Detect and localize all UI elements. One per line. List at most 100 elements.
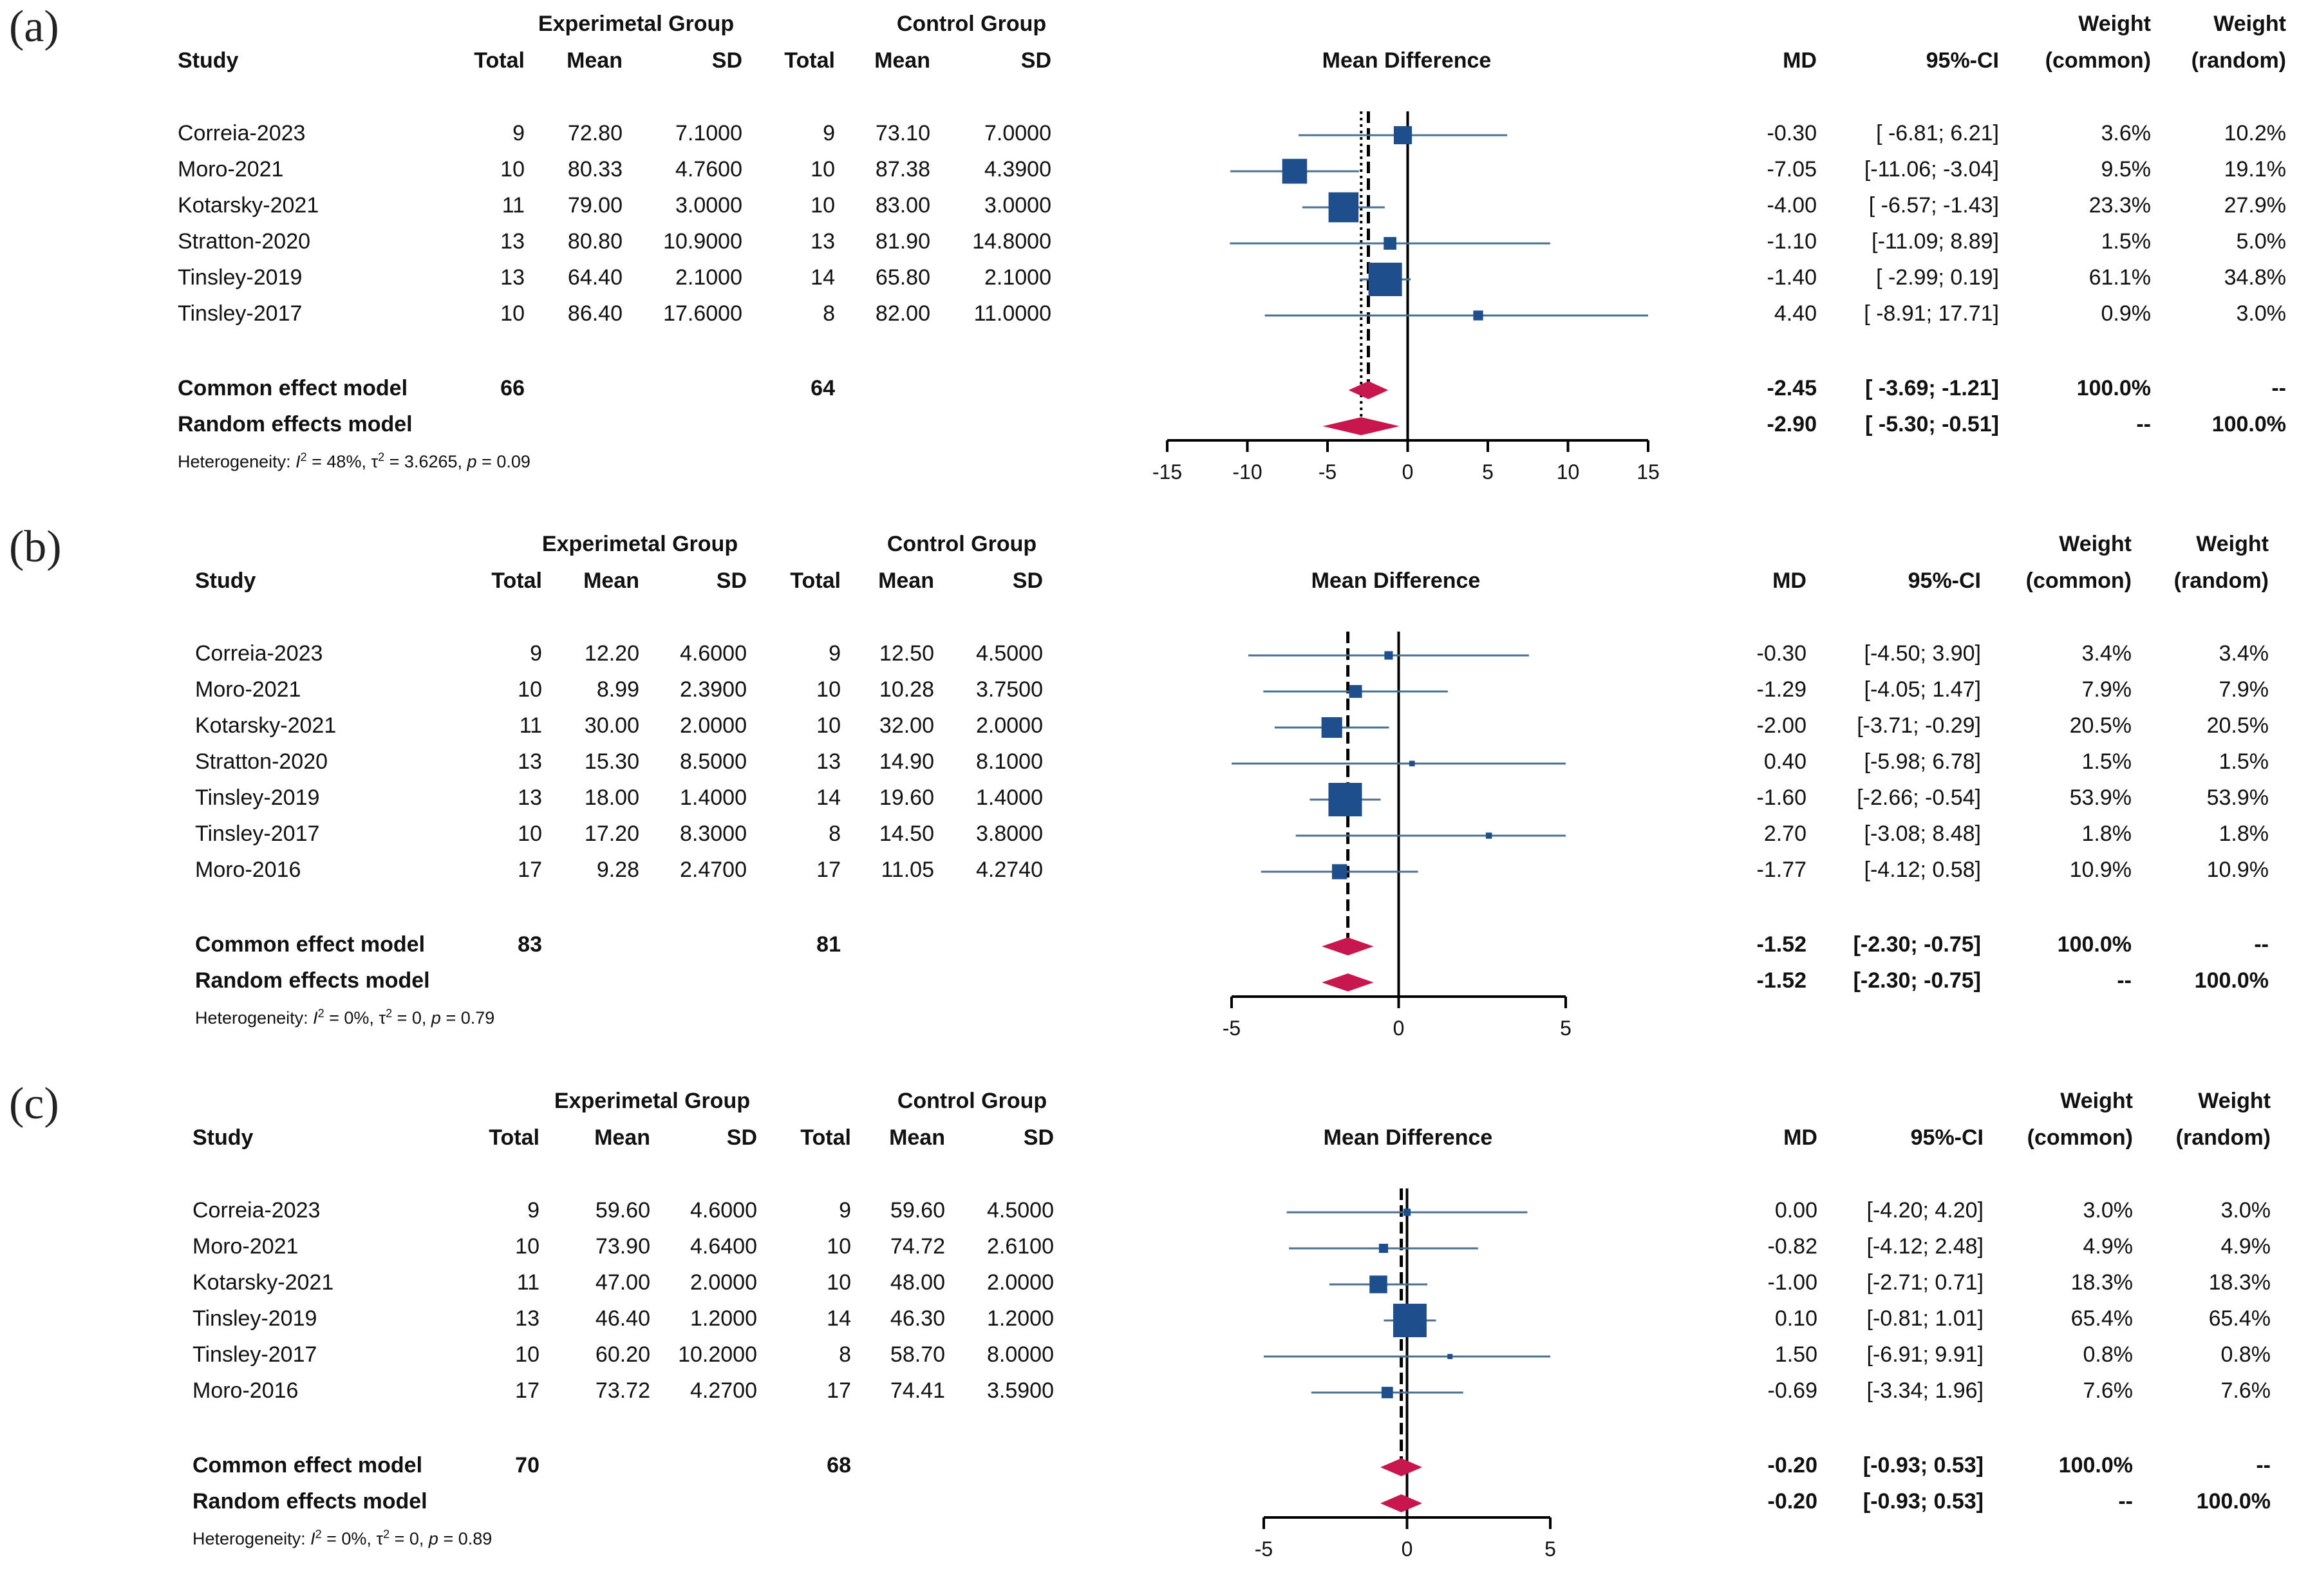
study-name: Stratton-2020 — [178, 229, 311, 254]
exp-mean: 64.40 — [567, 265, 623, 290]
panel-label: (b) — [9, 522, 62, 572]
exp-sd-header: SD — [726, 1125, 757, 1150]
study-name: Tinsley-2017 — [178, 301, 303, 326]
study-name: Kotarsky-2021 — [178, 193, 319, 218]
study-box — [1368, 263, 1402, 296]
exp-sd: 2.4700 — [680, 858, 747, 882]
ci-value: [ -8.91; 17.71] — [1864, 301, 1999, 326]
exp-sd: 7.1000 — [675, 121, 742, 146]
weight-common-value: 20.5% — [2069, 713, 2132, 738]
ctrl-sd: 3.0000 — [984, 193, 1051, 218]
experimental-group-header: Experimetal Group — [554, 1089, 751, 1113]
study-box — [1384, 237, 1396, 250]
weight-common-value: 7.9% — [2081, 677, 2132, 702]
exp-sd: 2.1000 — [675, 265, 742, 290]
ci-header: 95%-CI — [1926, 48, 1999, 73]
exp-total: 11 — [519, 713, 542, 738]
ctrl-mean: 74.72 — [890, 1234, 945, 1259]
weight-common-value: 4.9% — [2083, 1234, 2134, 1259]
study-box — [1485, 832, 1492, 839]
common-weight-common: 100.0% — [2058, 1453, 2133, 1478]
study-name: Correia-2023 — [192, 1198, 321, 1223]
random-md: -1.52 — [1756, 968, 1807, 993]
ctrl-mean: 14.50 — [879, 821, 934, 846]
weight-header: Weight — [2078, 12, 2151, 36]
exp-sd: 8.3000 — [680, 821, 747, 846]
common-weight-common: 100.0% — [2076, 376, 2151, 400]
forest-panel-3: (c) Experimetal Group Control Group Weight W… — [0, 1077, 2299, 1592]
ctrl-mean: 14.90 — [879, 749, 934, 774]
weight-common-header: (common) — [2027, 1125, 2133, 1150]
md-value: -0.69 — [1767, 1378, 1818, 1403]
md-value: -4.00 — [1767, 193, 1817, 218]
study-header: Study — [178, 48, 239, 73]
random-ci: [ -5.30; -0.51] — [1865, 412, 1999, 437]
exp-mean: 12.20 — [584, 641, 639, 666]
md-value: -1.60 — [1756, 785, 1807, 810]
weight-random-value: 4.9% — [2220, 1234, 2271, 1259]
common-effect-diamond — [1322, 937, 1374, 955]
forest-plot-area: -15 -10 -5 0 5 10 15 — [1152, 111, 1660, 483]
ci-value: [-3.71; -0.29] — [1857, 713, 1981, 738]
experimental-group-header: Experimetal Group — [538, 12, 735, 36]
md-value: 0.40 — [1763, 749, 1806, 774]
control-group-header: Control Group — [897, 1089, 1047, 1113]
exp-mean: 18.00 — [584, 785, 639, 810]
weight-random-header: (random) — [2191, 48, 2286, 73]
md-value: 0.00 — [1774, 1198, 1817, 1223]
study-box — [1381, 1387, 1393, 1398]
ctrl-sd: 2.1000 — [984, 265, 1051, 290]
study-name: Moro-2021 — [192, 1234, 299, 1259]
common-md: -2.45 — [1767, 376, 1817, 400]
md-value: -0.82 — [1767, 1234, 1818, 1259]
ci-value: [-4.05; 1.47] — [1864, 677, 1981, 702]
md-value: 2.70 — [1763, 821, 1806, 846]
weight-common-header: (common) — [2045, 48, 2151, 73]
weight-random-header: (random) — [2173, 568, 2269, 593]
ctrl-sd: 8.1000 — [976, 749, 1043, 774]
weight-common-value: 0.9% — [2101, 301, 2152, 326]
exp-sd: 10.2000 — [678, 1342, 757, 1367]
weight-common-value: 0.8% — [2083, 1342, 2134, 1367]
exp-total-header: Total — [489, 1125, 540, 1150]
exp-mean: 15.30 — [584, 749, 639, 774]
ci-value: [-4.20; 4.20] — [1866, 1198, 1984, 1223]
weight-random-value: 65.4% — [2208, 1306, 2271, 1331]
ci-value: [-2.71; 0.71] — [1866, 1270, 1984, 1295]
forest-plot-area: -5 0 5 — [1255, 1188, 1556, 1561]
plot-title: Mean Difference — [1322, 48, 1492, 73]
md-value: -1.40 — [1767, 265, 1817, 290]
ctrl-total: 10 — [827, 1270, 851, 1295]
weight-random-value: 1.8% — [2219, 821, 2269, 846]
study-name: Stratton-2020 — [195, 749, 328, 774]
exp-sd: 4.6000 — [690, 1198, 757, 1223]
exp-mean: 79.00 — [567, 193, 623, 218]
weight-header: Weight — [2213, 12, 2286, 36]
common-weight-random: -- — [2256, 1453, 2271, 1478]
ctrl-mean-header: Mean — [878, 568, 934, 593]
exp-mean: 60.20 — [595, 1342, 650, 1367]
study-box — [1321, 717, 1342, 738]
weight-common-header: (common) — [2025, 568, 2132, 593]
common-effect-label: Common effect model — [195, 932, 426, 957]
ctrl-mean-header: Mean — [874, 48, 930, 73]
study-name: Moro-2016 — [192, 1378, 299, 1403]
common-effect-diamond — [1348, 381, 1389, 399]
ctrl-mean: 32.00 — [879, 713, 934, 738]
ctrl-mean: 11.05 — [881, 858, 934, 882]
exp-total: 9 — [530, 641, 542, 666]
ctrl-total: 8 — [829, 821, 841, 846]
md-value: 0.10 — [1774, 1306, 1817, 1331]
exp-sd: 1.2000 — [690, 1306, 757, 1331]
weight-random-value: 7.9% — [2219, 677, 2269, 702]
forest-plot-area: -5 0 5 — [1223, 632, 1572, 1040]
exp-mean: 86.40 — [567, 301, 623, 326]
common-ci: [ -3.69; -1.21] — [1865, 376, 1999, 400]
common-ctrl-total: 81 — [816, 932, 841, 957]
md-value: -0.30 — [1767, 121, 1817, 146]
ctrl-total: 13 — [811, 229, 835, 254]
random-weight-random: 100.0% — [2196, 1489, 2271, 1514]
study-header: Study — [192, 1125, 254, 1150]
forest-panel-1: (a) Experimetal Group Control Group Weight W… — [0, 0, 2299, 515]
exp-mean-header: Mean — [567, 48, 623, 73]
